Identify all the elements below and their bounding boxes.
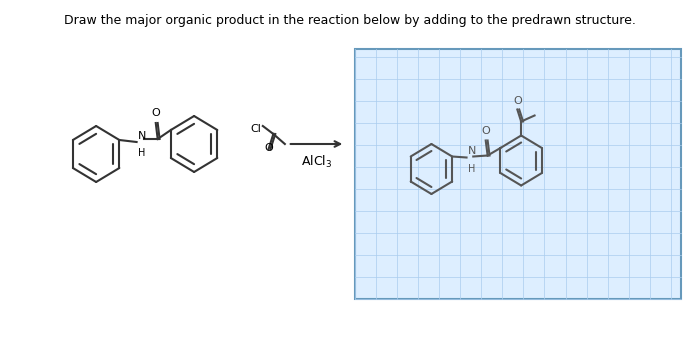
Text: N: N [468,146,476,157]
Bar [355,49,680,299]
Text: Cl: Cl [250,124,261,134]
Text: AlCl$_3$: AlCl$_3$ [301,154,332,170]
Text: H: H [468,163,475,173]
Text: Draw the major organic product in the reaction below by adding to the predrawn s: Draw the major organic product in the re… [64,14,636,27]
Text: O: O [151,108,160,118]
Text: O: O [513,95,522,106]
Text: O: O [264,143,273,153]
Text: N: N [138,131,146,141]
Text: H: H [138,148,145,158]
Text: O: O [482,126,490,136]
